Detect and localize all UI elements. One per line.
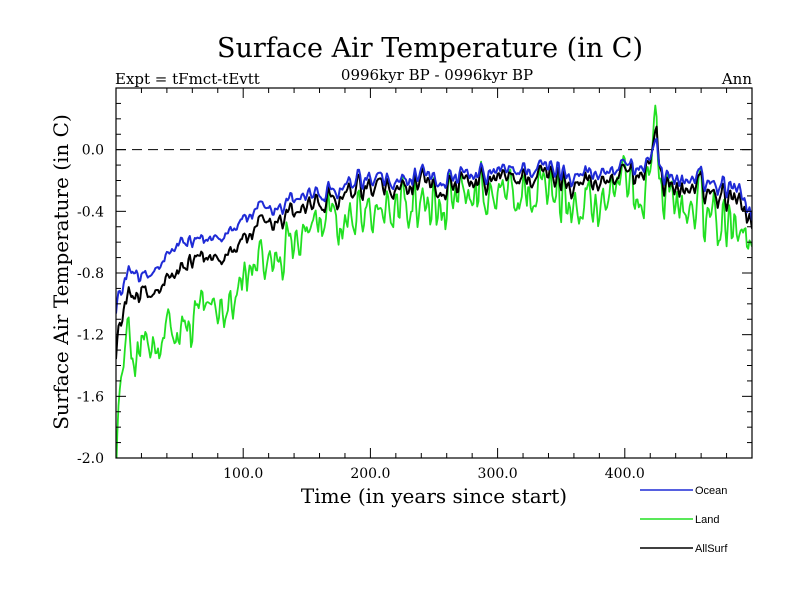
- x-tick-label: 100.0: [223, 466, 263, 482]
- y-tick-label: -1.6: [77, 389, 104, 405]
- x-tick-label: 200.0: [350, 466, 390, 482]
- x-tick-label: 300.0: [478, 466, 518, 482]
- experiment-label: Expt = tFmct-tEvtt: [115, 70, 260, 88]
- y-tick-label: -0.8: [77, 266, 104, 282]
- legend: Ocean Land AllSurf: [640, 485, 728, 555]
- series-line-allsurf: [116, 125, 752, 360]
- chart-title: Surface Air Temperature (in C): [217, 33, 643, 64]
- x-tick-label: 400.0: [605, 466, 645, 482]
- y-axis-label: Surface Air Temperature (in C): [49, 114, 73, 430]
- legend-label-allsurf: AllSurf: [695, 543, 728, 555]
- season-label: Ann: [721, 70, 752, 88]
- series-lines: [116, 104, 752, 458]
- y-tick-label: -1.2: [77, 328, 104, 344]
- legend-label-ocean: Ocean: [695, 485, 727, 497]
- y-tick-label: 0.0: [82, 143, 104, 159]
- legend-label-land: Land: [695, 514, 719, 526]
- series-line-ocean: [116, 137, 752, 314]
- chart-subtitle: 0996kyr BP - 0996kyr BP: [341, 66, 533, 84]
- y-tick-label: -0.4: [77, 204, 104, 220]
- plot-area: [116, 104, 752, 458]
- plot-frame: [115, 87, 753, 459]
- y-tick-label: -2.0: [77, 451, 104, 467]
- x-axis-label: Time (in years since start): [301, 484, 567, 508]
- axis-ticks: 100.0 200.0 300.0 400.0 -2.0 -1.6 -1.2 -0.8 -0.4…: [77, 88, 752, 482]
- series-line-land: [116, 104, 752, 458]
